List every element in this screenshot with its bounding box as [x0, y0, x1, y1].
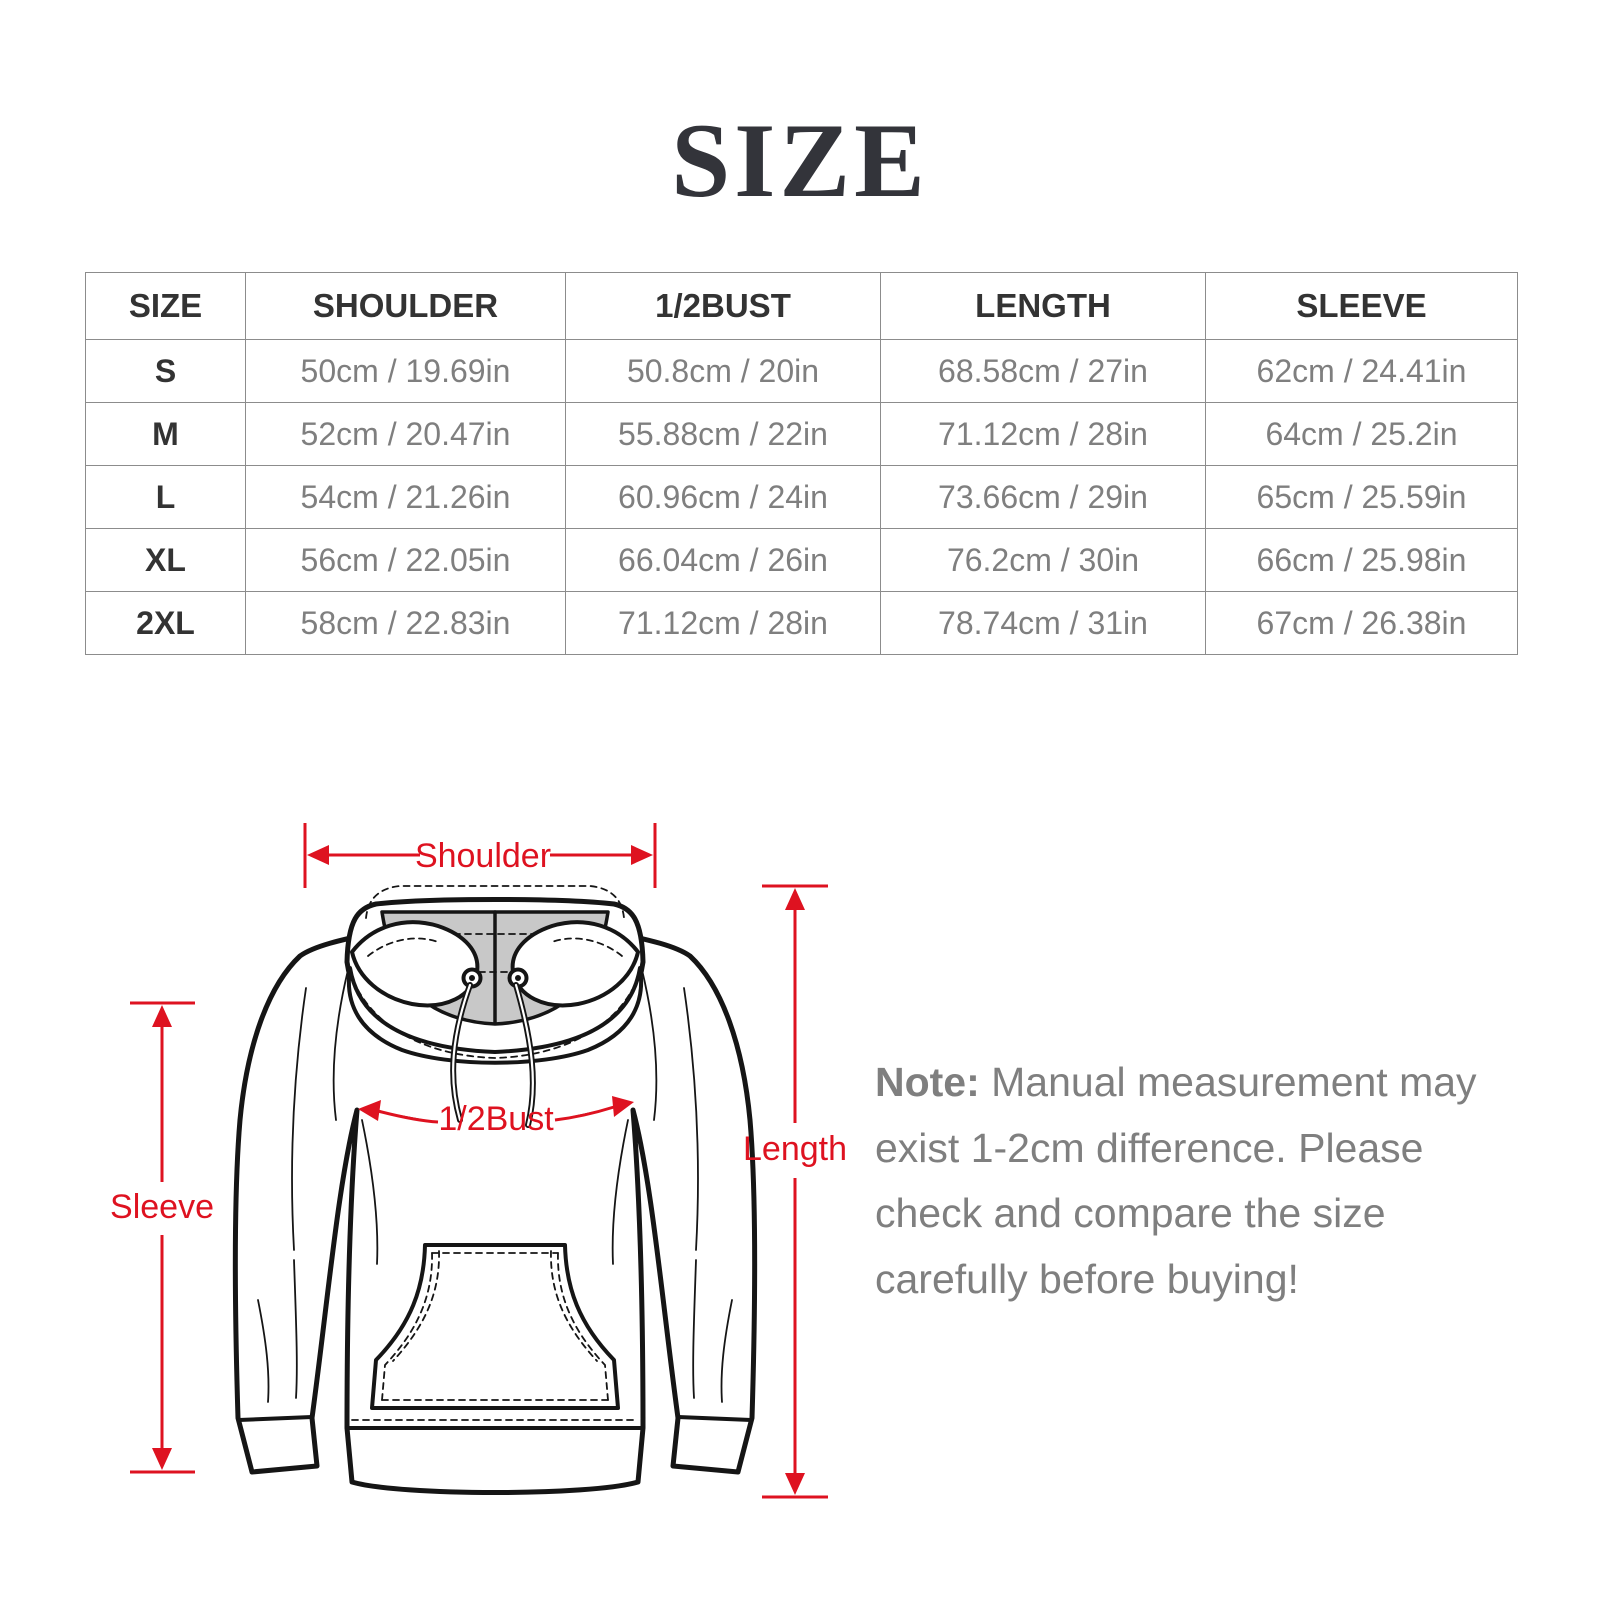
cell-shoulder: 50cm / 19.69in	[245, 339, 566, 403]
cell-length: 71.12cm / 28in	[880, 402, 1206, 466]
arrowhead-left	[358, 1100, 381, 1121]
pocket-stitching	[381, 1250, 609, 1401]
kangaroo-pocket	[370, 1243, 620, 1410]
cuff-line-left	[237, 1415, 314, 1422]
arrowhead-down	[785, 1473, 805, 1495]
cell-shoulder: 56cm / 22.05in	[245, 528, 566, 592]
note-prefix: Note:	[875, 1059, 980, 1105]
cell-sleeve: 67cm / 26.38in	[1205, 591, 1518, 655]
cell-bust: 50.8cm / 20in	[565, 339, 881, 403]
header-length: LENGTH	[880, 272, 1206, 340]
cell-length: 73.66cm / 29in	[880, 465, 1206, 529]
collar-stitching	[357, 937, 633, 1059]
arrowhead-up	[152, 1005, 172, 1027]
cell-sleeve: 66cm / 25.98in	[1205, 528, 1518, 592]
note-body: Manual measurement may exist 1-2cm diffe…	[875, 1059, 1477, 1302]
measure-half-bust: 1/2Bust	[358, 1096, 634, 1138]
arrowhead-up	[785, 888, 805, 910]
cell-sleeve: 62cm / 24.41in	[1205, 339, 1518, 403]
size-diagram: Shoulder Sleeve Length 1/2Bust	[110, 823, 847, 1499]
table-row: S 50cm / 19.69in 50.8cm / 20in 68.58cm /…	[85, 339, 1518, 403]
cell-bust: 66.04cm / 26in	[565, 528, 881, 592]
header-sleeve: SLEEVE	[1205, 272, 1518, 340]
arrowhead-down	[152, 1448, 172, 1470]
sleeve-label: Sleeve	[110, 1188, 214, 1226]
header-bust: 1/2BUST	[565, 272, 881, 340]
table-row: L 54cm / 21.26in 60.96cm / 24in 73.66cm …	[85, 465, 1518, 529]
measure-length: Length	[743, 884, 847, 1499]
cuff-line-right	[676, 1415, 753, 1422]
note-text: Note: Manual measurement may exist 1-2cm…	[875, 1050, 1487, 1312]
cell-size: L	[85, 465, 246, 529]
cell-size: 2XL	[85, 591, 246, 655]
arrowhead-right	[631, 845, 653, 865]
size-table: SIZE SHOULDER 1/2BUST LENGTH SLEEVE S 50…	[85, 272, 1518, 655]
crease-lines	[257, 969, 733, 1403]
cell-length: 78.74cm / 31in	[880, 591, 1206, 655]
cell-size: M	[85, 402, 246, 466]
half-bust-label: 1/2Bust	[438, 1100, 554, 1138]
cell-length: 68.58cm / 27in	[880, 339, 1206, 403]
shoulder-label: Shoulder	[415, 837, 551, 875]
table-row: XL 56cm / 22.05in 66.04cm / 26in 76.2cm …	[85, 528, 1518, 592]
header-size: SIZE	[85, 272, 246, 340]
cell-length: 76.2cm / 30in	[880, 528, 1206, 592]
cell-size: S	[85, 339, 246, 403]
drawstrings	[450, 982, 536, 1128]
arrowhead-right	[612, 1096, 634, 1117]
table-row: 2XL 58cm / 22.83in 71.12cm / 28in 78.74c…	[85, 591, 1518, 655]
arrowhead-left	[307, 845, 329, 865]
cell-shoulder: 58cm / 22.83in	[245, 591, 566, 655]
cell-shoulder: 52cm / 20.47in	[245, 402, 566, 466]
length-label: Length	[743, 1130, 847, 1168]
cell-bust: 60.96cm / 24in	[565, 465, 881, 529]
table-row: M 52cm / 20.47in 55.88cm / 22in 71.12cm …	[85, 402, 1518, 466]
cell-shoulder: 54cm / 21.26in	[245, 465, 566, 529]
cell-bust: 55.88cm / 22in	[565, 402, 881, 466]
cell-sleeve: 65cm / 25.59in	[1205, 465, 1518, 529]
page-title: SIZE	[671, 102, 929, 219]
collar-band	[346, 966, 644, 1065]
measure-sleeve: Sleeve	[110, 1001, 214, 1474]
cell-size: XL	[85, 528, 246, 592]
hoodie-body	[232, 929, 758, 1495]
cell-sleeve: 64cm / 25.2in	[1205, 402, 1518, 466]
measure-shoulder: Shoulder	[303, 823, 657, 888]
header-shoulder: SHOULDER	[245, 272, 566, 340]
hoodie-drawing	[232, 885, 758, 1495]
table-header-row: SIZE SHOULDER 1/2BUST LENGTH SLEEVE	[85, 272, 1518, 340]
cell-bust: 71.12cm / 28in	[565, 591, 881, 655]
